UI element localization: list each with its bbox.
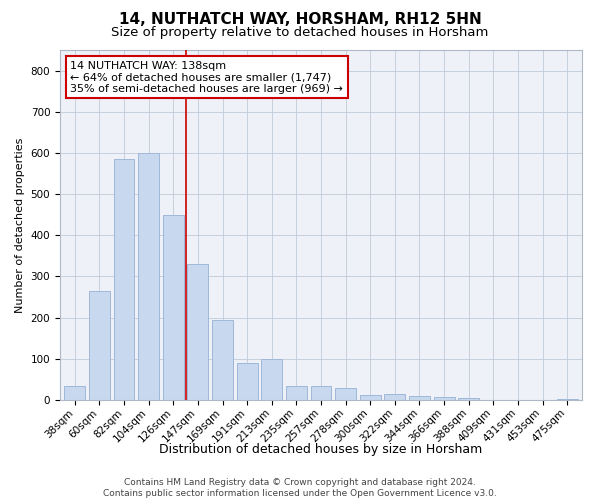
Y-axis label: Number of detached properties: Number of detached properties [15,138,25,312]
Text: 14 NUTHATCH WAY: 138sqm
← 64% of detached houses are smaller (1,747)
35% of semi: 14 NUTHATCH WAY: 138sqm ← 64% of detache… [70,60,343,94]
Bar [458,398,479,400]
Bar [385,394,406,400]
Bar [335,388,356,400]
Text: Contains HM Land Registry data © Crown copyright and database right 2024.
Contai: Contains HM Land Registry data © Crown c… [103,478,497,498]
Bar [311,386,331,400]
Bar [360,395,381,400]
Bar [187,264,208,400]
Text: Distribution of detached houses by size in Horsham: Distribution of detached houses by size … [160,442,482,456]
Bar [261,359,282,400]
Bar [212,320,233,400]
Text: 14, NUTHATCH WAY, HORSHAM, RH12 5HN: 14, NUTHATCH WAY, HORSHAM, RH12 5HN [119,12,481,26]
Bar [138,153,159,400]
Bar [113,159,134,400]
Bar [89,291,110,400]
Bar [64,386,85,400]
Bar [409,396,430,400]
Bar [434,396,455,400]
Bar [163,214,184,400]
Bar [557,399,578,400]
Bar [286,386,307,400]
Text: Size of property relative to detached houses in Horsham: Size of property relative to detached ho… [112,26,488,39]
Bar [236,363,257,400]
